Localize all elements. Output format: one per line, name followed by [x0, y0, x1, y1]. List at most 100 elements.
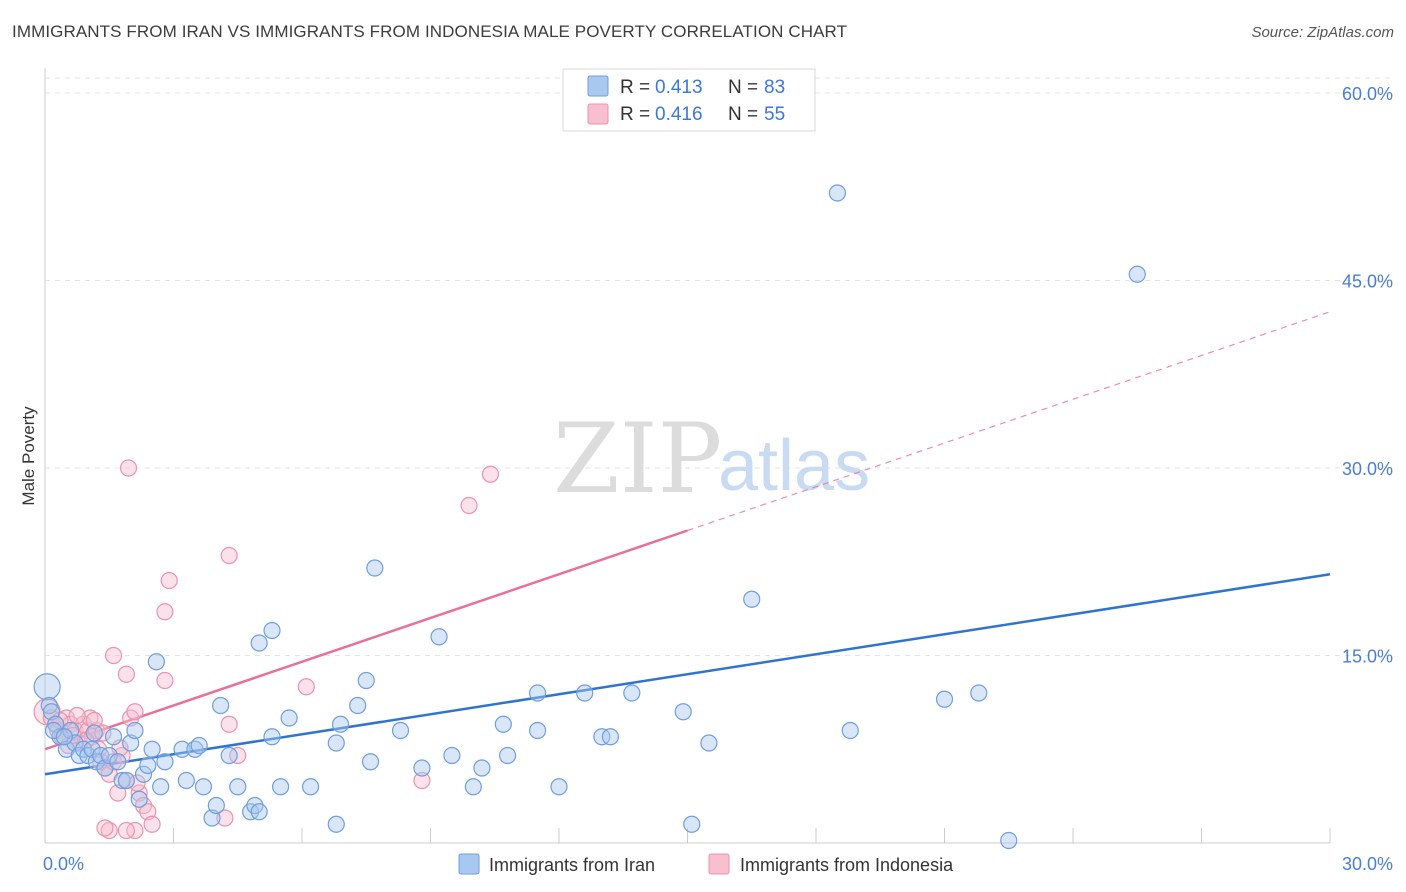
bottom-legend-label-iran: Immigrants from Iran: [489, 855, 655, 875]
legend-n-label-indonesia: N =: [728, 104, 758, 125]
point-iran-49: [349, 696, 367, 715]
legend-r-value-indonesia: 0.416: [655, 104, 703, 125]
point-iran-48: [331, 715, 350, 733]
point-indonesia-29: [117, 821, 135, 840]
point-indonesia-48: [68, 706, 86, 725]
legend-n-value-indonesia: 55: [764, 104, 785, 125]
point-indonesia-33: [117, 665, 135, 683]
point-iran-42: [280, 709, 298, 727]
point-indonesia-32: [104, 646, 123, 665]
point-iran-43: [250, 634, 268, 652]
watermark-atlas: atlas: [718, 426, 870, 506]
point-iran-24: [143, 740, 161, 758]
point-indonesia-41: [216, 809, 234, 827]
point-iran-68: [674, 703, 692, 721]
point-indonesia-37: [156, 603, 174, 621]
y-tick-label-0: 15.0%: [1342, 647, 1393, 667]
point-iran-73: [841, 721, 859, 740]
data-points: [33, 184, 1146, 850]
point-iran-0: [33, 673, 61, 701]
point-indonesia-50: [85, 711, 103, 730]
bottom-legend: Immigrants from Iran Immigrants from Ind…: [458, 853, 954, 875]
point-iran-16: [104, 728, 123, 746]
point-iran-74: [935, 690, 954, 708]
y-axis-title: Male Poverty: [19, 406, 38, 506]
point-iran-15: [100, 746, 118, 765]
point-iran-61: [528, 684, 547, 702]
legend-box: R = 0.413 N = 83 R = 0.416 N = 55: [562, 68, 816, 132]
point-iran-81: [190, 736, 208, 755]
point-iran-27: [156, 753, 174, 771]
point-iran-31: [194, 778, 213, 796]
point-iran-44: [263, 621, 281, 640]
point-indonesia-43: [413, 771, 431, 790]
point-iran-71: [743, 590, 761, 608]
point-iran-79: [55, 728, 73, 746]
point-iran-62: [528, 721, 547, 740]
watermark-zip: ZIP: [553, 403, 722, 515]
point-iran-35: [220, 746, 238, 765]
point-iran-26: [152, 778, 170, 796]
point-indonesia-35: [156, 671, 174, 690]
point-indonesia-36: [160, 571, 178, 590]
point-iran-60: [499, 746, 517, 765]
point-iran-41: [271, 778, 290, 796]
point-iran-19: [117, 771, 135, 790]
point-iran-51: [361, 753, 380, 771]
legend-r-label-iran: R =: [620, 77, 650, 98]
legend-n-value-iran: 83: [764, 77, 785, 98]
point-indonesia-38: [220, 546, 238, 565]
point-indonesia-31: [96, 819, 114, 837]
point-iran-39: [250, 803, 268, 821]
point-iran-53: [391, 721, 410, 740]
point-indonesia-44: [460, 496, 478, 515]
legend-swatch-indonesia: [587, 103, 609, 125]
y-axis-tick-labels: 15.0% 30.0% 45.0% 60.0%: [1342, 84, 1393, 667]
point-iran-21: [126, 721, 144, 740]
point-iran-76: [1000, 831, 1018, 850]
point-iran-17: [109, 753, 127, 771]
grid-lines: [45, 77, 1395, 656]
point-iran-77: [1128, 265, 1146, 283]
point-iran-82: [139, 756, 157, 775]
point-indonesia-23: [126, 703, 144, 721]
point-indonesia-27: [143, 815, 161, 833]
legend-n-label-iran: N =: [728, 77, 758, 98]
point-iran-36: [229, 778, 247, 796]
point-iran-34: [212, 696, 230, 715]
chart-title: IMMIGRANTS FROM IRAN VS IMMIGRANTS FROM …: [12, 22, 848, 41]
bottom-legend-label-indonesia: Immigrants from Indonesia: [740, 855, 954, 875]
point-iran-63: [550, 778, 568, 796]
point-iran-72: [828, 184, 847, 202]
trend-line-indonesia: [44, 529, 688, 751]
point-iran-69: [683, 815, 701, 833]
point-iran-56: [443, 746, 461, 765]
point-iran-40: [263, 728, 281, 746]
point-indonesia-42: [297, 678, 315, 696]
point-iran-67: [623, 684, 641, 702]
point-iran-55: [430, 628, 448, 646]
point-indonesia-45: [481, 465, 500, 483]
legend-swatch-iran: [587, 75, 609, 97]
y-tick-label-1: 30.0%: [1342, 459, 1393, 479]
point-indonesia-34: [119, 459, 138, 477]
point-iran-52: [366, 559, 384, 577]
point-indonesia-39: [220, 715, 238, 733]
point-iran-45: [301, 778, 320, 796]
point-iran-80: [85, 724, 103, 742]
point-iran-78: [44, 721, 63, 740]
y-tick-label-2: 45.0%: [1342, 272, 1393, 292]
trend-line-indonesia-extension: [687, 311, 1331, 532]
point-iran-25: [147, 653, 165, 671]
point-iran-23: [134, 765, 153, 783]
point-iran-50: [357, 671, 375, 690]
point-iran-46: [327, 815, 345, 833]
trend-lines: [44, 311, 1331, 776]
x-tick-label-max: 30.0%: [1342, 854, 1393, 874]
point-iran-75: [970, 684, 988, 702]
trend-line-iran: [44, 573, 1331, 776]
point-iran-59: [494, 715, 512, 733]
point-iran-22: [130, 790, 148, 808]
bottom-legend-swatch-iran: [458, 853, 480, 875]
